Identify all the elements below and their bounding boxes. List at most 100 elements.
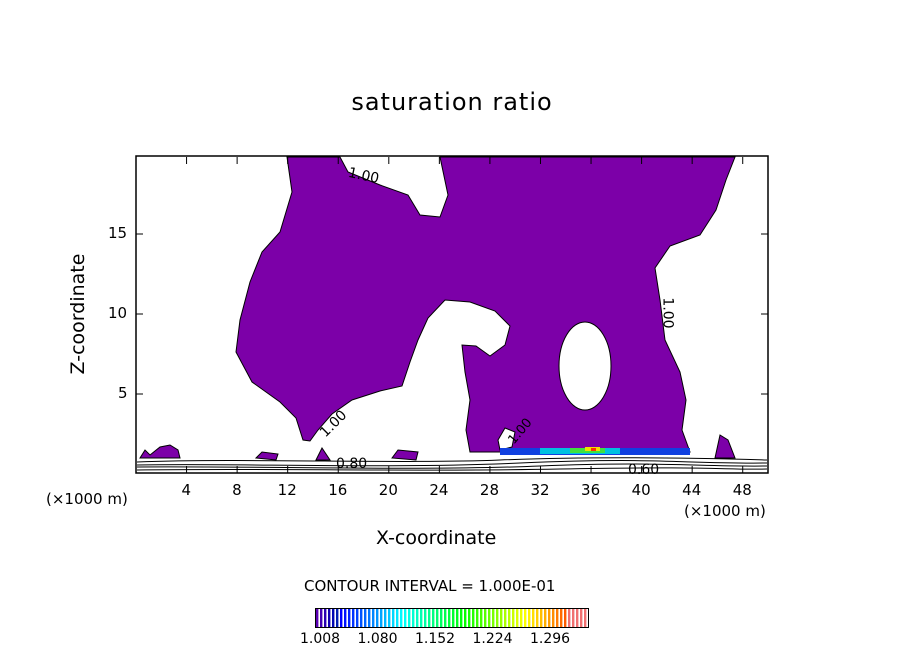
colorbar-swatch (572, 609, 575, 627)
colorbar-swatch (568, 609, 571, 627)
x-tick-label: 28 (479, 481, 499, 499)
colorbar-label: 1.152 (415, 631, 456, 647)
colorbar-swatch (544, 609, 547, 627)
colorbar-swatch (548, 609, 551, 627)
colorbar-swatch (360, 609, 363, 627)
colorbar-swatch (344, 609, 347, 627)
colorbar-swatch (488, 609, 491, 627)
colorbar-label: 1.080 (357, 631, 398, 647)
y-unit-label: (×1000 m) (684, 502, 766, 520)
colorbar-swatch (452, 609, 455, 627)
colorbar-swatch (516, 609, 519, 627)
colorbar-swatch (364, 609, 367, 627)
colorbar-swatch (380, 609, 383, 627)
colorbar-swatch (408, 609, 411, 627)
y-tick-label: 10 (108, 304, 128, 322)
colorbar-swatch (472, 609, 475, 627)
y-tick-label: 5 (118, 384, 128, 402)
colorbar-swatch (532, 609, 535, 627)
colorbar-swatch (420, 609, 423, 627)
colorbar-swatch (520, 609, 523, 627)
colorbar-swatch (320, 609, 323, 627)
colorbar-swatch (352, 609, 355, 627)
colorbar-swatch (416, 609, 419, 627)
y-axis-label: Z-coordinate (67, 253, 89, 375)
colorbar-swatch (376, 609, 379, 627)
colorbar-swatch (428, 609, 431, 627)
colorbar-swatch (500, 609, 503, 627)
colorbar-swatch (460, 609, 463, 627)
x-tick-label: 4 (181, 481, 192, 499)
colorbar-swatch (388, 609, 391, 627)
x-tick-label: 16 (328, 481, 348, 499)
colorbar-swatch (552, 609, 555, 627)
colorbar-swatch (468, 609, 471, 627)
x-axis-label: X-coordinate (376, 527, 497, 549)
colorbar (315, 608, 589, 628)
colorbar-swatch (456, 609, 459, 627)
x-unit-label: (×1000 m) (46, 490, 128, 508)
contour-interval: CONTOUR INTERVAL = 1.000E-01 (304, 577, 556, 595)
colorbar-swatch (584, 609, 587, 627)
x-tick-label: 48 (732, 481, 752, 499)
x-tick-label: 12 (277, 481, 297, 499)
colorbar-swatch (356, 609, 359, 627)
colorbar-swatch (316, 609, 319, 627)
colorbar-swatch (440, 609, 443, 627)
colorbar-swatch (432, 609, 435, 627)
colorbar-label: 1.296 (530, 631, 571, 647)
x-tick-label: 32 (530, 481, 550, 499)
subsaturated-hole (558, 321, 612, 411)
contour-label: 0.60 (628, 462, 660, 478)
x-tick-label: 20 (378, 481, 398, 499)
colorbar-swatch (540, 609, 543, 627)
colorbar-swatch (396, 609, 399, 627)
colorbar-swatch (528, 609, 531, 627)
colorbar-swatch (576, 609, 579, 627)
x-tick-label: 36 (581, 481, 601, 499)
colorbar-swatch (476, 609, 479, 627)
colorbar-swatch (448, 609, 451, 627)
colorbar-swatch (480, 609, 483, 627)
colorbar-swatch (524, 609, 527, 627)
saturation-field (139, 156, 736, 461)
colorbar-label: 1.008 (300, 631, 341, 647)
contour-label: 1.00 (659, 297, 676, 329)
contour-lines (136, 457, 768, 471)
colorbar-swatch (560, 609, 563, 627)
colorbar-swatch (412, 609, 415, 627)
x-tick-label: 24 (429, 481, 449, 499)
colorbar-swatch (564, 609, 567, 627)
colorbar-swatch (348, 609, 351, 627)
colorbar-swatch (464, 609, 467, 627)
contour-label: 0.80 (336, 456, 368, 472)
colorbar-swatch (384, 609, 387, 627)
x-tick-label: 8 (232, 481, 242, 499)
colorbar-swatch (580, 609, 583, 627)
colorbar-swatch (492, 609, 495, 627)
colorbar-swatch (340, 609, 343, 627)
colorbar-swatch (372, 609, 375, 627)
colorbar-swatch (512, 609, 515, 627)
colorbar-swatch (332, 609, 335, 627)
chart-title: saturation ratio (351, 88, 553, 116)
x-tick-label: 44 (682, 481, 702, 499)
colorbar-swatch (424, 609, 427, 627)
colorbar-swatch (436, 609, 439, 627)
y-tick-label: 15 (108, 224, 128, 242)
colorbar-swatch (328, 609, 331, 627)
x-tick-label: 40 (631, 481, 651, 499)
colorbar-swatch (368, 609, 371, 627)
colorbar-swatch (496, 609, 499, 627)
colorbar-swatch (536, 609, 539, 627)
colorbar-swatch (556, 609, 559, 627)
colorbar-swatch (404, 609, 407, 627)
colorbar-swatch (444, 609, 447, 627)
colorbar-swatch (504, 609, 507, 627)
colorbar-swatch (336, 609, 339, 627)
colorbar-swatch (400, 609, 403, 627)
colorbar-swatch (392, 609, 395, 627)
colorbar-label: 1.224 (472, 631, 513, 647)
